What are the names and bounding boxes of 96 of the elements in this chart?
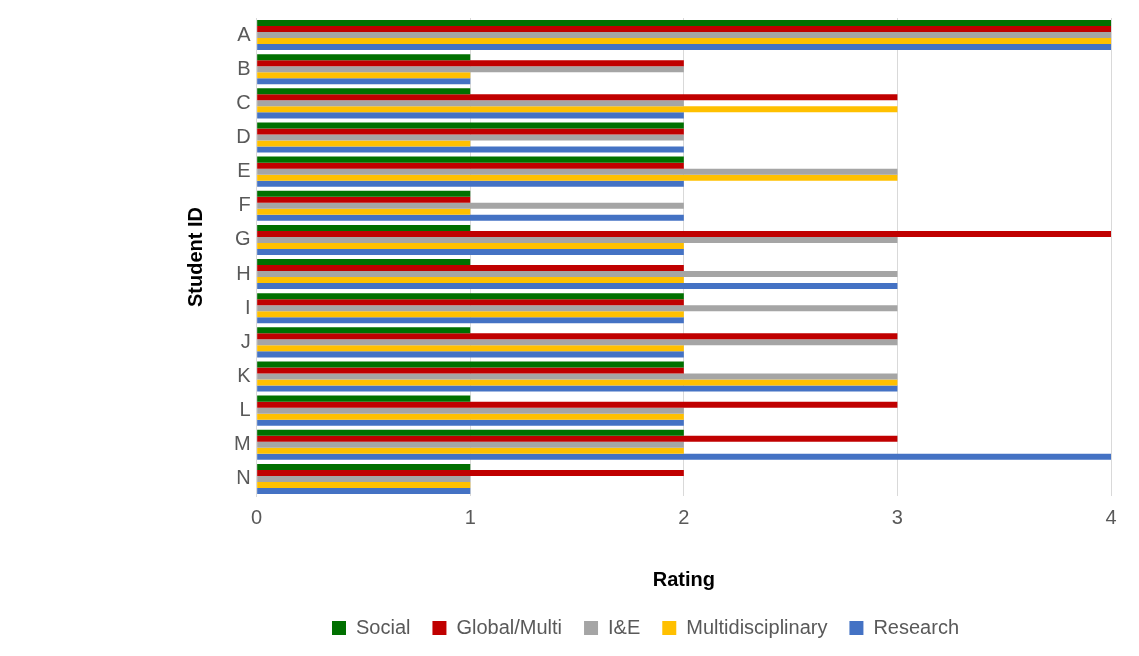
x-tick-label: 0 (251, 505, 263, 528)
bar (257, 242, 684, 249)
bar (257, 94, 898, 101)
y-tick-label: E (237, 159, 251, 182)
bar (257, 88, 471, 95)
bar (257, 162, 684, 169)
y-tick-label: J (240, 329, 251, 352)
bar (257, 311, 684, 318)
bar (257, 112, 684, 119)
bar (257, 283, 898, 290)
y-tick-label: A (237, 22, 252, 45)
y-tick-label: F (238, 193, 251, 216)
bar (257, 214, 684, 221)
legend-label: I&E (608, 615, 641, 638)
bar (257, 20, 1111, 27)
bar (257, 190, 471, 197)
bar (257, 475, 471, 482)
legend-label: Social (355, 615, 411, 638)
bar (257, 122, 684, 129)
bar (257, 277, 684, 284)
bar (257, 317, 684, 324)
x-tick-label: 4 (1105, 505, 1117, 528)
bar (257, 429, 684, 436)
bar (257, 134, 684, 141)
y-tick-label: M (233, 432, 251, 455)
bar (257, 230, 1111, 237)
bar (257, 299, 684, 306)
bar (257, 469, 684, 476)
bar (257, 345, 684, 352)
bar (257, 168, 898, 175)
y-tick-label: I (245, 295, 251, 318)
bar (257, 60, 684, 67)
bar (257, 202, 684, 209)
y-axis-title: Student ID (183, 207, 206, 307)
y-tick-label: B (237, 56, 251, 79)
bar (257, 367, 684, 374)
bar (257, 351, 684, 358)
bar (257, 447, 684, 454)
bar (257, 487, 471, 494)
y-tick-label: K (237, 364, 252, 387)
bar (257, 265, 684, 272)
bar (257, 453, 1111, 460)
bar (257, 140, 471, 147)
bar (257, 54, 471, 61)
bar (257, 395, 471, 402)
bar (257, 441, 684, 448)
bar (257, 373, 898, 380)
y-tick-label: H (236, 261, 251, 284)
bar (257, 224, 471, 231)
legend-label: Multidisciplinary (686, 615, 828, 638)
bar (257, 38, 1111, 45)
bar (257, 156, 684, 163)
x-tick-label: 2 (678, 505, 690, 528)
bar (257, 419, 684, 426)
bar (257, 339, 898, 346)
bar (257, 66, 684, 73)
bar (257, 128, 684, 135)
bar (257, 361, 684, 368)
bar (257, 180, 684, 187)
x-tick-label: 1 (464, 505, 476, 528)
bar (257, 401, 898, 408)
y-tick-label: D (236, 125, 251, 148)
bar (257, 379, 898, 386)
bar (257, 78, 471, 85)
bar (257, 26, 1111, 33)
bar (257, 32, 1111, 39)
legend-label: Research (873, 615, 960, 638)
bar (257, 293, 684, 300)
bar (257, 481, 471, 488)
bar (257, 248, 684, 255)
bar (257, 208, 471, 215)
bar (257, 463, 471, 470)
y-tick-label: N (236, 466, 251, 489)
bar (257, 259, 471, 266)
bar (257, 435, 898, 442)
bar (257, 385, 898, 392)
bar (257, 327, 471, 334)
bar (257, 196, 471, 203)
bar (257, 44, 1111, 51)
bar (257, 271, 898, 278)
y-tick-label: G (235, 227, 251, 250)
bar (257, 305, 898, 312)
y-tick-label: L (239, 398, 251, 421)
bar (257, 413, 684, 420)
legend-label: Global/Multi (456, 615, 563, 638)
bar (257, 174, 898, 181)
x-axis-title: Rating (652, 567, 715, 590)
bar (257, 106, 898, 113)
bar (257, 333, 898, 340)
bar (257, 236, 898, 243)
bar (257, 100, 684, 107)
bar (257, 72, 471, 79)
bar (257, 146, 684, 153)
y-tick-label: C (236, 90, 251, 113)
bar (257, 407, 684, 414)
x-tick-label: 3 (891, 505, 903, 528)
